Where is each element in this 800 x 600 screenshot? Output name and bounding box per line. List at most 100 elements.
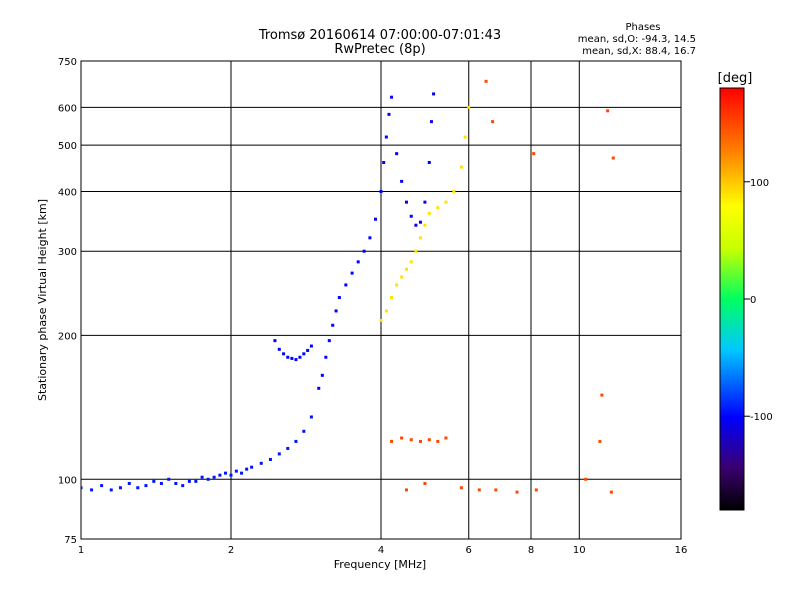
data-point (379, 189, 383, 193)
data-point (337, 296, 341, 300)
data-point (427, 438, 431, 442)
data-point (350, 271, 354, 275)
data-point (234, 469, 238, 473)
data-point (218, 473, 222, 477)
data-point (344, 283, 348, 287)
data-point (118, 486, 122, 490)
data-point (400, 179, 404, 183)
data-point (418, 439, 422, 443)
y-tick-label: 100 (58, 475, 77, 486)
data-point (400, 436, 404, 440)
x-tick-label: 8 (528, 545, 534, 556)
data-point (395, 283, 399, 287)
data-point (379, 318, 383, 322)
data-point (600, 393, 604, 397)
data-point (240, 471, 244, 475)
data-point (404, 200, 408, 204)
chart-subtitle: RwPretec (8p) (334, 42, 425, 57)
data-point (467, 105, 471, 109)
y-tick-label: 600 (58, 103, 77, 114)
x-axis-label: Frequency [MHz] (334, 558, 426, 571)
data-point (436, 439, 440, 443)
data-point (159, 481, 163, 485)
data-point (187, 479, 191, 483)
data-point (286, 355, 290, 359)
data-point (81, 486, 83, 490)
data-point (452, 189, 456, 193)
colorbar-tick-label: -100 (750, 412, 773, 423)
colorbar (719, 87, 745, 511)
data-point (404, 488, 408, 492)
data-point (286, 446, 290, 450)
data-point (167, 477, 171, 481)
data-point (515, 490, 519, 494)
data-point (534, 488, 538, 492)
colorbar-ticks: 100 0 -100 (744, 178, 773, 423)
data-point (404, 267, 408, 271)
colorbar-label: [deg] (718, 71, 753, 86)
data-point (298, 355, 302, 359)
data-point (268, 457, 272, 461)
data-point (331, 323, 335, 327)
data-point (100, 484, 104, 488)
y-tick-label: 400 (58, 187, 77, 198)
data-point (432, 92, 436, 96)
data-point (309, 344, 313, 348)
data-point (229, 473, 233, 477)
data-point (206, 477, 210, 481)
data-point (294, 439, 298, 443)
data-point (395, 152, 399, 156)
data-point (181, 484, 185, 488)
data-point (387, 112, 391, 116)
data-points (81, 79, 615, 494)
data-point (427, 160, 431, 164)
data-point (273, 339, 277, 343)
data-point (459, 165, 463, 169)
data-point (302, 429, 306, 433)
data-point (152, 479, 156, 483)
data-point (532, 152, 536, 156)
data-point (423, 481, 427, 485)
y-tick-label: 75 (64, 535, 77, 546)
axis-ticks: 1 2 4 6 8 10 16 75 100 200 300 400 500 600 750 (58, 57, 687, 556)
x-tick-label: 2 (228, 545, 234, 556)
data-point (127, 481, 131, 485)
data-point (418, 236, 422, 240)
data-point (306, 348, 310, 352)
data-point (606, 109, 610, 113)
y-tick-label: 300 (58, 247, 77, 258)
data-point (414, 223, 418, 227)
data-point (90, 488, 94, 492)
data-point (390, 296, 394, 300)
colorbar-tick-label: 100 (750, 178, 769, 189)
data-point (598, 439, 602, 443)
data-point (400, 275, 404, 279)
x-tick-label: 4 (378, 545, 384, 556)
data-point (390, 439, 394, 443)
data-point (444, 436, 448, 440)
data-point (144, 484, 148, 488)
data-point (609, 490, 613, 494)
data-point (384, 135, 388, 139)
data-point (409, 214, 413, 218)
data-point (302, 352, 306, 356)
data-point (427, 211, 431, 215)
data-point (611, 156, 615, 160)
data-point (200, 475, 204, 479)
data-point (245, 467, 249, 471)
data-point (409, 260, 413, 264)
data-point (250, 465, 254, 469)
legend-heading: Phases (625, 22, 660, 33)
y-axis-label: Stationary phase Virtual Height [km] (36, 199, 49, 401)
data-point (294, 358, 298, 362)
chart-title: Tromsø 20160614 07:00:00-07:01:43 (258, 28, 501, 43)
data-point (429, 120, 433, 124)
data-point (484, 79, 488, 83)
legend-line-o: mean, sd,O: -94.3, 14.5 (578, 34, 696, 45)
data-point (463, 135, 467, 139)
colorbar-tick-label: 0 (750, 295, 756, 306)
data-point (259, 461, 263, 465)
data-point (109, 488, 113, 492)
data-point (324, 355, 328, 359)
